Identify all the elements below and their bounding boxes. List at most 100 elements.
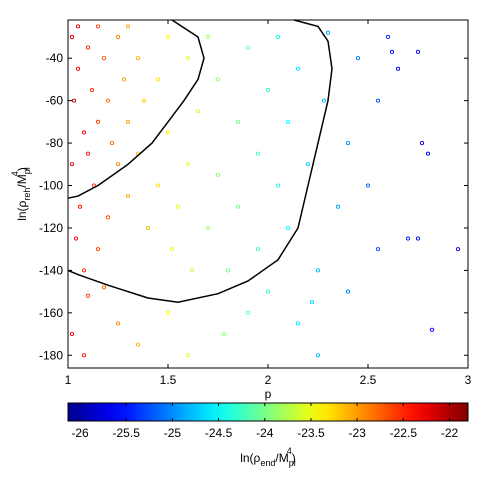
colorbar-label-part: ln(ρ <box>240 451 260 465</box>
x-tick-label: 1 <box>65 373 72 387</box>
scatter-point <box>415 236 421 241</box>
colorbar-tick-label: -26 <box>71 426 89 440</box>
scatter-point <box>85 45 91 50</box>
scatter-point <box>121 77 127 82</box>
y-axis-label-part: /M <box>15 174 29 187</box>
scatter-point <box>73 236 79 241</box>
scatter-point <box>125 194 131 199</box>
scatter-point <box>105 98 111 103</box>
y-tick-label: -180 <box>39 348 63 362</box>
scatter-point <box>235 204 241 209</box>
scatter-point <box>105 215 111 220</box>
scatter-point <box>285 225 291 231</box>
colorbar-label-part: pl <box>289 458 296 468</box>
scatter-point <box>69 162 75 167</box>
scatter-point <box>185 56 191 61</box>
y-tick-label: -100 <box>39 179 63 193</box>
y-axis-label-part: 4 <box>10 171 20 176</box>
colorbar-label-part: 4 <box>287 446 292 456</box>
scatter-point <box>115 34 121 40</box>
scatter-point <box>155 183 161 188</box>
scatter-point <box>135 342 141 347</box>
scatter-point <box>81 268 87 273</box>
scatter-point <box>195 109 201 114</box>
scatter-point <box>81 353 87 358</box>
colorbar-tick-label: -24.5 <box>205 426 233 440</box>
scatter-point <box>141 98 147 103</box>
scatter-point <box>345 289 351 294</box>
scatter-point <box>101 285 107 290</box>
y-axis-label-part: ) <box>15 167 29 171</box>
scatter-point <box>135 56 141 61</box>
scatter-point <box>405 236 411 241</box>
scatter-point <box>225 268 231 273</box>
scatter-point <box>415 49 421 54</box>
colorbar-tick-label: -22 <box>441 426 459 440</box>
scatter-point <box>345 141 351 146</box>
scatter-point <box>295 321 301 326</box>
scatter-point <box>165 310 171 315</box>
scatter-point <box>365 183 371 188</box>
scatter-point <box>165 130 171 135</box>
scatter-point <box>75 24 81 29</box>
x-tick-label: 2.5 <box>360 373 377 387</box>
scatter-point <box>75 66 81 71</box>
x-tick-label: 1.5 <box>160 373 177 387</box>
scatter-point <box>215 172 221 177</box>
scatter-point <box>221 331 227 337</box>
scatter-point <box>315 353 321 358</box>
y-axis-label-part: reh <box>22 188 32 201</box>
scatter-point <box>77 204 83 209</box>
y-tick-label: -140 <box>39 263 63 277</box>
scatter-point <box>101 56 107 61</box>
scatter-point <box>325 30 331 35</box>
y-axis-label-part: pl <box>22 167 32 174</box>
colorbar-label: ln(ρend/Mpl 4) <box>240 446 296 468</box>
scatter-point <box>335 204 341 209</box>
colorbar-tick-label: -25.5 <box>113 426 141 440</box>
plot-area <box>68 20 468 368</box>
contour-line <box>67 19 333 303</box>
scatter-point <box>215 77 221 82</box>
scatter-point <box>305 162 311 167</box>
scatter-point <box>265 289 271 294</box>
colorbar-tick-label: -25 <box>164 426 182 440</box>
colorbar-tick-label: -24 <box>256 426 274 440</box>
scatter-point <box>69 34 75 40</box>
contour-line <box>67 19 205 199</box>
scatter-point <box>125 119 131 124</box>
x-axis-label: p <box>265 387 272 401</box>
colorbar-label-part: /M <box>275 451 288 465</box>
scatter-point <box>205 225 211 231</box>
scatter-point <box>109 141 115 146</box>
scatter-point <box>275 34 281 40</box>
y-axis-label: ln(ρreh/Mpl4) <box>10 167 32 221</box>
x-tick-label: 2 <box>265 373 272 387</box>
scatter-point <box>375 247 381 252</box>
scatter-point <box>115 162 121 167</box>
scatter-point <box>71 98 77 103</box>
scatter-point <box>429 327 435 332</box>
y-tick-label: -160 <box>39 306 63 320</box>
y-axis-label-part: ln(ρ <box>15 200 29 220</box>
colorbar-label-part: end <box>260 458 275 468</box>
scatter-point <box>315 268 321 273</box>
scatter-point <box>95 247 101 252</box>
scatter-point <box>89 87 95 93</box>
x-tick-label: 3 <box>465 373 472 387</box>
scatter-point <box>385 34 391 40</box>
scatter-point <box>155 77 161 82</box>
scatter-point <box>285 119 291 124</box>
scatter-point <box>169 247 175 252</box>
colorbar-tick-label: -22.5 <box>390 426 418 440</box>
y-tick-label: -60 <box>46 94 64 108</box>
scatter-point <box>395 66 401 71</box>
scatter-point <box>255 247 261 252</box>
scatter-point <box>275 183 281 188</box>
colorbar-label-part: ) <box>292 451 296 465</box>
colorbar-tick-label: -23.5 <box>297 426 325 440</box>
scatter-point <box>235 119 241 124</box>
scatter-point <box>355 56 361 61</box>
